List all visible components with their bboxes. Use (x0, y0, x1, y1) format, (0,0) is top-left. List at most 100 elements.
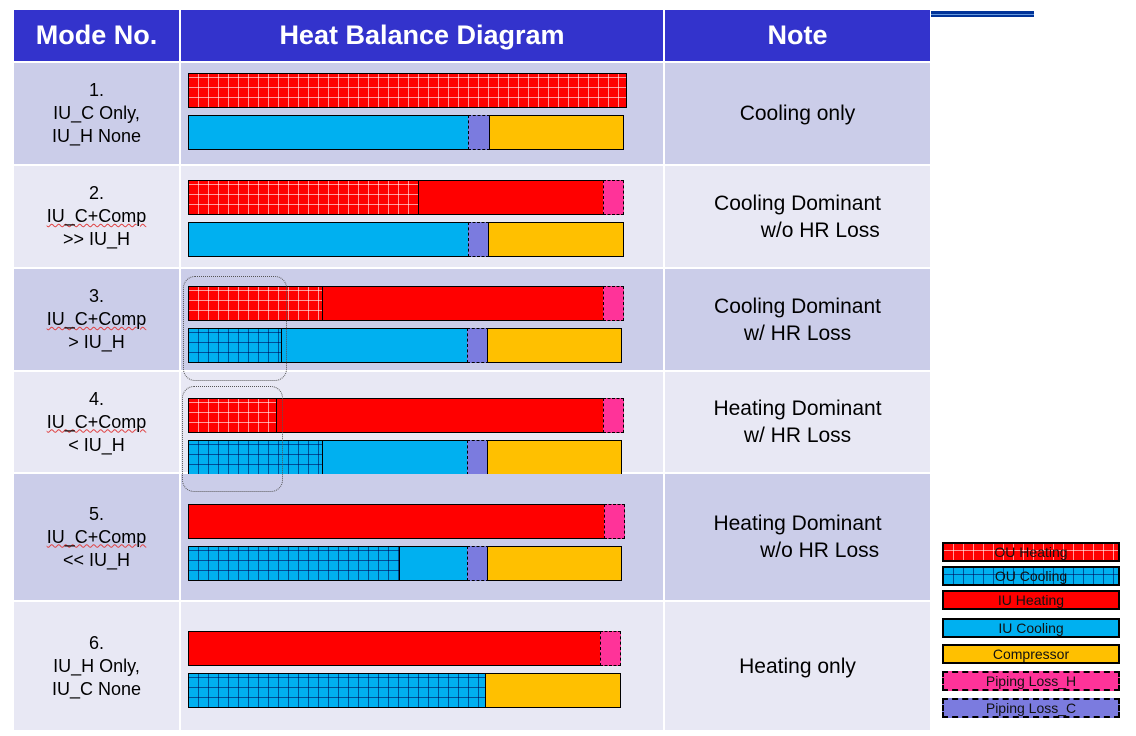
segment-ouh (188, 286, 324, 321)
mode-line2: < IU_H (68, 434, 125, 455)
mode-line2: << IU_H (62, 549, 131, 570)
segment-iuh (188, 504, 606, 539)
top-bar (188, 504, 627, 539)
legend-label: OU Heating (994, 544, 1068, 560)
legend-item-comp: Compressor (942, 644, 1120, 664)
highlight-group-mode-3 (183, 276, 287, 381)
segment-iuh (276, 398, 605, 433)
segment-iuc (321, 440, 469, 475)
mode-line2: > IU_H (68, 332, 125, 352)
segment-comp (485, 673, 621, 708)
bottom-bar (188, 115, 627, 150)
segment-ph (600, 631, 621, 666)
decorative-line (931, 15, 1034, 17)
mode-line1: IU_C+Comp (46, 206, 147, 226)
top-bar (188, 398, 627, 433)
highlight-group-mode-4 (182, 386, 283, 492)
note-cell: Heating Dominant w/o HR Loss (665, 474, 930, 600)
top-bar (188, 73, 627, 108)
segment-comp (487, 328, 623, 363)
segment-ph (602, 180, 624, 215)
mode-line1: IU_C+Comp (46, 411, 147, 432)
top-bar (188, 286, 627, 321)
segment-ouh (188, 398, 278, 433)
bottom-bar (188, 440, 627, 475)
note-text: Cooling Dominant w/o HR Loss (714, 191, 881, 242)
segment-iuh (188, 631, 602, 666)
segment-pc (466, 328, 489, 363)
mode-line1: IU_C+Comp (46, 309, 147, 329)
mode-cell: 2. IU_C+Comp >> IU_H (14, 166, 179, 267)
mode-line1: IU_C+Comp (46, 526, 147, 547)
legend-label: Piping Loss_H (985, 673, 1077, 689)
segment-iuc (188, 115, 470, 150)
legend-label: OU Cooling (994, 568, 1068, 584)
segment-pc (468, 222, 490, 257)
legend-label: IU Heating (997, 592, 1065, 608)
bottom-bar (188, 328, 627, 363)
segment-iuc (188, 222, 470, 257)
note-cell: Heating only (665, 602, 930, 730)
segment-ouc (188, 673, 487, 708)
segment-comp (487, 440, 623, 475)
segment-ouc (188, 440, 324, 475)
segment-pc (466, 546, 489, 581)
header-mode-no: Mode No. (14, 10, 179, 61)
legend-label: Piping Loss_C (985, 700, 1077, 716)
segment-comp (488, 115, 624, 150)
legend-item-iuh: IU Heating (942, 590, 1120, 610)
mode-number: 3. (88, 286, 104, 306)
mode-line1: IU_C Only, (53, 103, 140, 123)
note-cell: Cooling Dominant w/o HR Loss (665, 166, 930, 267)
mode-line2: IU_C None (51, 678, 142, 699)
top-bar (188, 180, 627, 215)
legend-label: Compressor (992, 646, 1070, 662)
header-heat-balance-diagram: Heat Balance Diagram (181, 10, 663, 61)
mode-number: 4. (88, 388, 104, 409)
mode-cell: 6. IU_H Only, IU_C None (14, 602, 179, 730)
segment-comp (487, 222, 624, 257)
note-text: Cooling Dominant w/ HR Loss (714, 294, 881, 345)
legend-item-pc: Piping Loss_C (942, 698, 1120, 718)
note-text: Heating Dominant w/ HR Loss (713, 397, 882, 447)
bottom-bar (188, 222, 627, 257)
mode-number: 2. (88, 183, 104, 203)
segment-ph (604, 504, 626, 539)
mode-cell: 3. IU_C+Comp > IU_H (14, 269, 179, 370)
segment-iuh (418, 180, 605, 215)
note-cell: Heating Dominant w/ HR Loss (665, 372, 930, 472)
legend-item-ph: Piping Loss_H (942, 671, 1120, 691)
note-text: Cooling only (739, 102, 856, 125)
segment-ph (602, 398, 624, 433)
mode-cell: 1. IU_C Only, IU_H None (14, 63, 179, 164)
note-text: Heating only (739, 654, 856, 678)
segment-ouh (188, 73, 627, 108)
top-bar (188, 631, 627, 666)
note-cell: Cooling only (665, 63, 930, 164)
decorative-line (931, 11, 1034, 14)
bottom-bar (188, 673, 627, 708)
mode-line2: >> IU_H (62, 229, 131, 249)
segment-iuc (399, 546, 469, 581)
diagram-cell (181, 602, 663, 730)
segment-ouc (188, 546, 401, 581)
segment-pc (466, 440, 489, 475)
legend-item-ouc: OU Cooling (942, 566, 1120, 586)
legend-label: IU Cooling (998, 620, 1064, 636)
legend-item-iuc: IU Cooling (942, 618, 1120, 638)
segment-pc (468, 115, 491, 150)
segment-iuc (281, 328, 469, 363)
segment-ouh (188, 180, 420, 215)
segment-ouc (188, 328, 283, 363)
decorative-line (931, 14, 1034, 15)
mode-cell: 5. IU_C+Comp << IU_H (14, 474, 179, 600)
bottom-bar (188, 546, 627, 581)
mode-cell: 4. IU_C+Comp < IU_H (14, 372, 179, 472)
note-text: Heating Dominant w/o HR Loss (713, 512, 882, 562)
segment-iuh (321, 286, 605, 321)
mode-number: 6. (88, 632, 104, 653)
mode-number: 1. (88, 80, 104, 100)
segment-ph (602, 286, 624, 321)
mode-line1: IU_H Only, (53, 655, 140, 676)
mode-line2: IU_H None (51, 126, 142, 146)
